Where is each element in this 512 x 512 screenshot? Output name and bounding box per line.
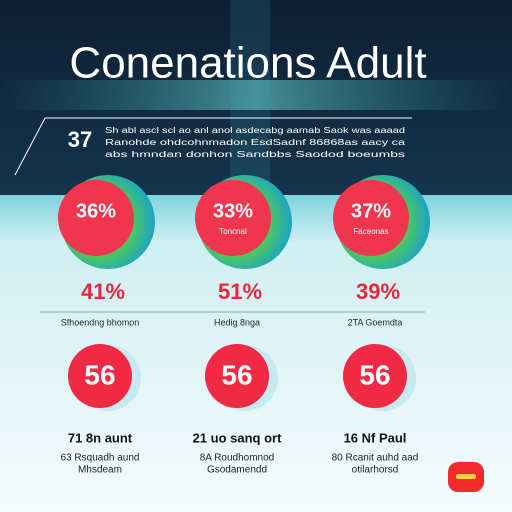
item-value: 56 [359,359,390,390]
header-line: Ranohde ohdcohnmadon EsdSadnf 86868as aa… [105,138,406,147]
stat: 41% [81,279,125,304]
light-streak [230,0,270,195]
item-line: 80 Rcanit auhd aad [332,453,419,464]
item-badge [343,344,407,408]
badge [58,180,134,256]
item-line: 63 Rsquadh aund [61,453,140,464]
stat: 39% [356,279,400,304]
badge [333,180,409,256]
item-line: Mhsdeam [78,465,122,476]
percent: 36% [76,200,116,222]
item-value: 56 [84,359,115,390]
badge-sub: Toncnal [219,227,247,236]
badge-sub: Faceonas [353,227,388,236]
badge [195,180,271,256]
item-line: Gsodamendd [207,465,267,476]
item-line: otilarhorsd [352,465,399,476]
item-title: 21 uo sanq ort [193,430,283,445]
header-number: 37 [68,127,92,152]
stat: 51% [218,279,262,304]
caption: Hedig 8nga [214,317,260,327]
caption: Sfhoendng bhomon [61,317,140,327]
item-badge [205,344,269,408]
icon-mark [456,474,476,479]
item-title: 71 8n aunt [68,430,133,445]
header-rule-diagonal [14,117,46,176]
percent: 37% [351,200,391,222]
item-title: 16 Nf Paul [344,430,407,445]
header-line: abs hmndan donhon Sandbbs Saodod boeumbs [105,150,405,159]
item-line: 8A Roudhomnod [200,453,275,464]
item-value: 56 [221,359,252,390]
light-beam [0,80,512,110]
item-badge [68,344,132,408]
header-line: Sh abl ascl scl ao anl anol asdecabg aam… [105,126,405,135]
caption: 2TA Goemdta [348,317,403,327]
percent: 33% [213,200,253,222]
title: Conenations Adult [69,39,426,88]
